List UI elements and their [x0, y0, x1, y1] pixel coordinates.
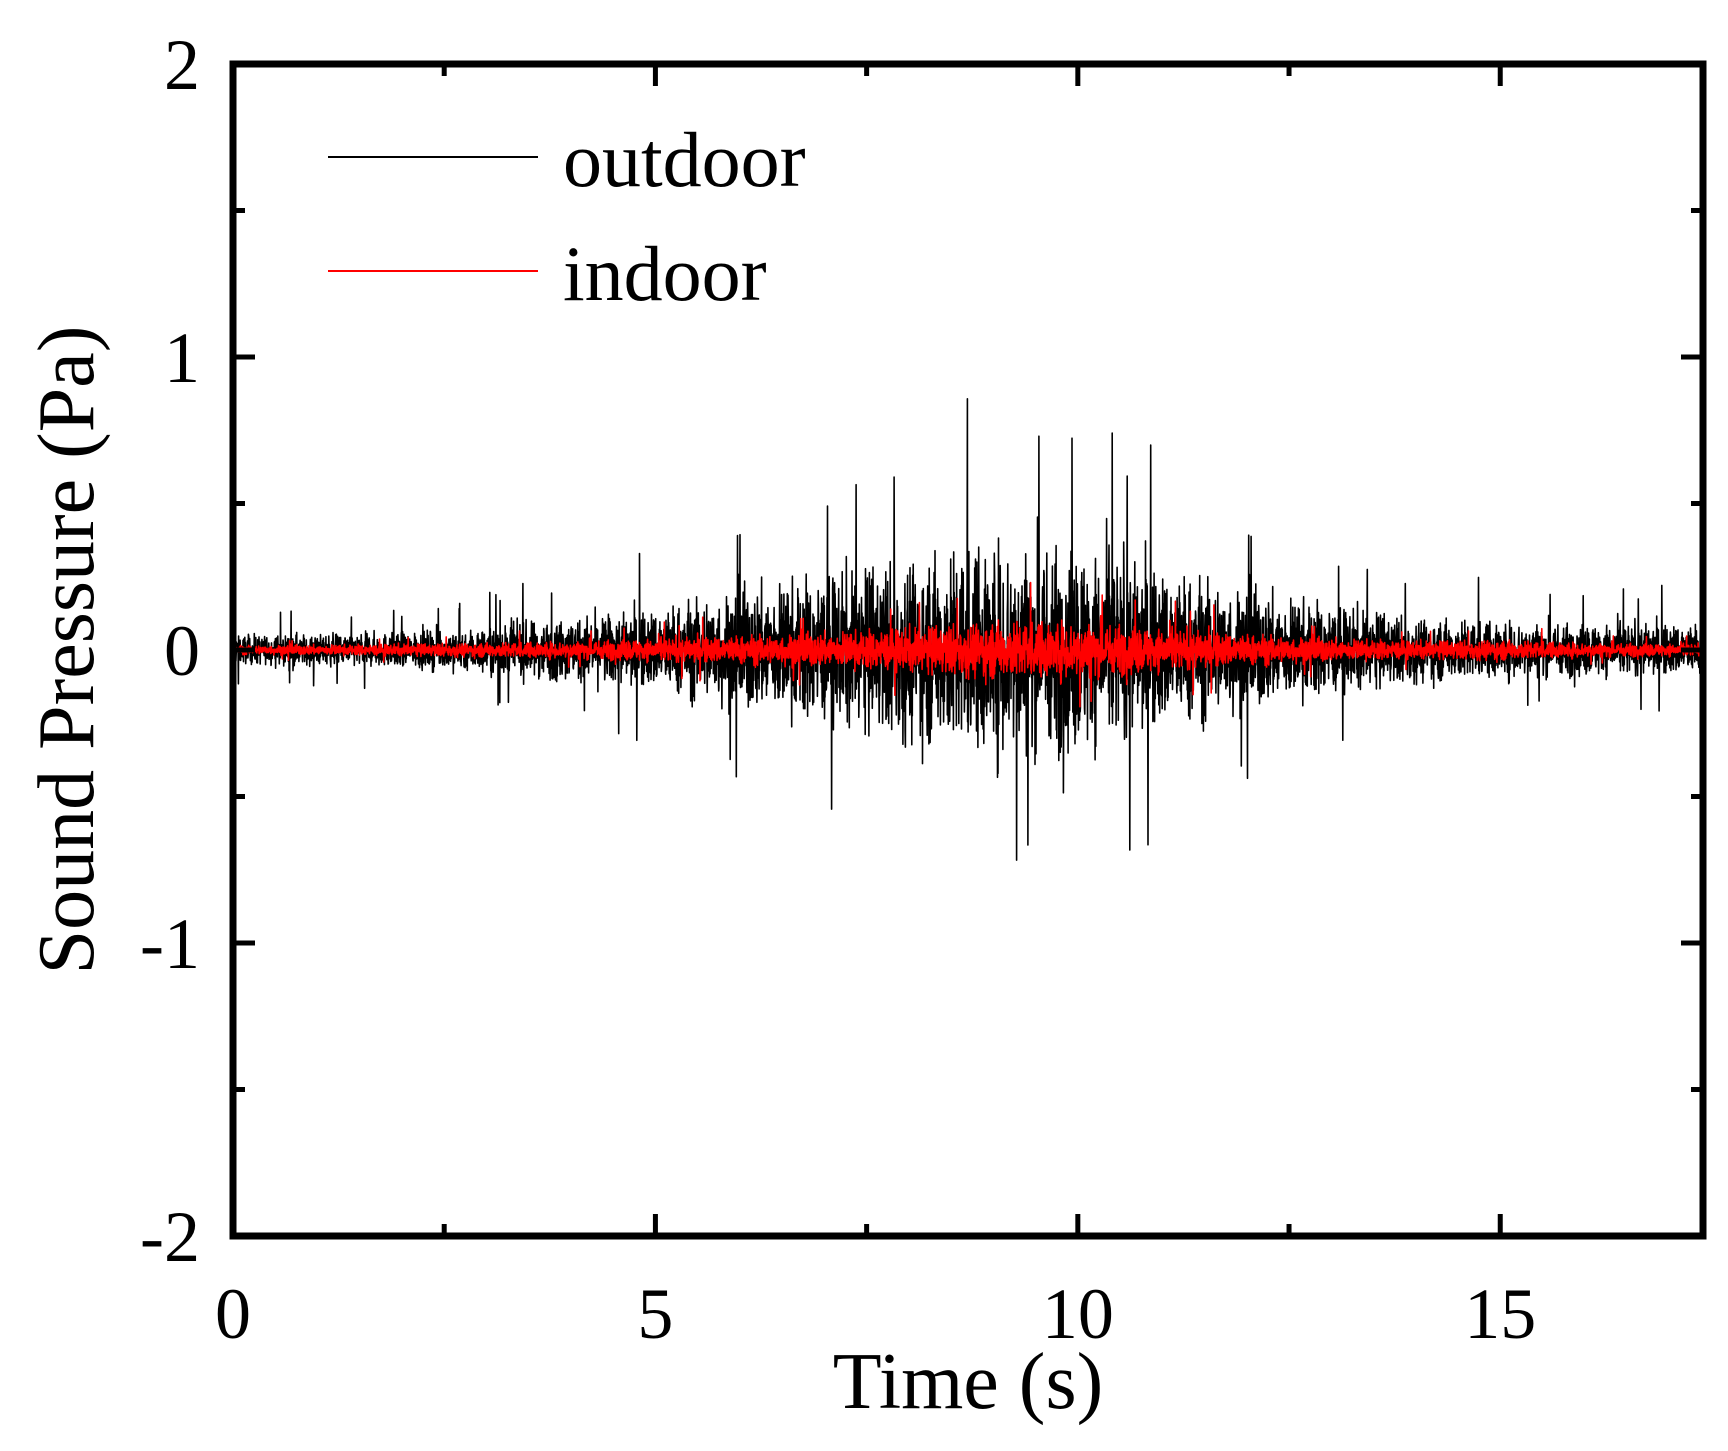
ticks-layer: 0 5 10 15 -2 -1 0 1 2: [140, 25, 1703, 1354]
series-line-indoor: [233, 581, 1703, 708]
legend-label-outdoor: outdoor: [563, 116, 806, 203]
x-tick-label: 15: [1464, 1274, 1536, 1354]
y-tick-label: -1: [140, 904, 200, 984]
legend: outdoor indoor: [328, 116, 806, 317]
y-tick-label: 1: [164, 318, 200, 398]
x-tick-label: 5: [637, 1274, 673, 1354]
y-tick-label: -2: [140, 1197, 200, 1277]
x-axis-label: Time (s): [833, 1338, 1103, 1426]
legend-label-indoor: indoor: [563, 230, 767, 317]
y-axis-label: Sound Pressure (Pa): [23, 326, 111, 975]
x-tick-label: 10: [1042, 1274, 1114, 1354]
y-tick-label: 0: [164, 611, 200, 691]
x-tick-label: 0: [215, 1274, 251, 1354]
series-layer: [233, 398, 1703, 861]
y-tick-label: 2: [164, 25, 200, 105]
